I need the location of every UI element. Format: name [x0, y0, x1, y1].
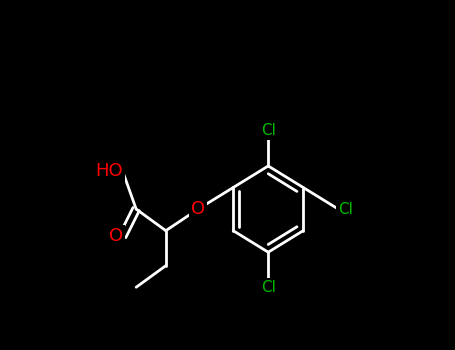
Text: HO: HO: [95, 162, 123, 180]
Text: Cl: Cl: [261, 124, 276, 139]
Text: Cl: Cl: [339, 202, 353, 217]
Text: O: O: [109, 227, 123, 245]
Text: O: O: [191, 200, 205, 218]
Text: Cl: Cl: [261, 280, 276, 295]
